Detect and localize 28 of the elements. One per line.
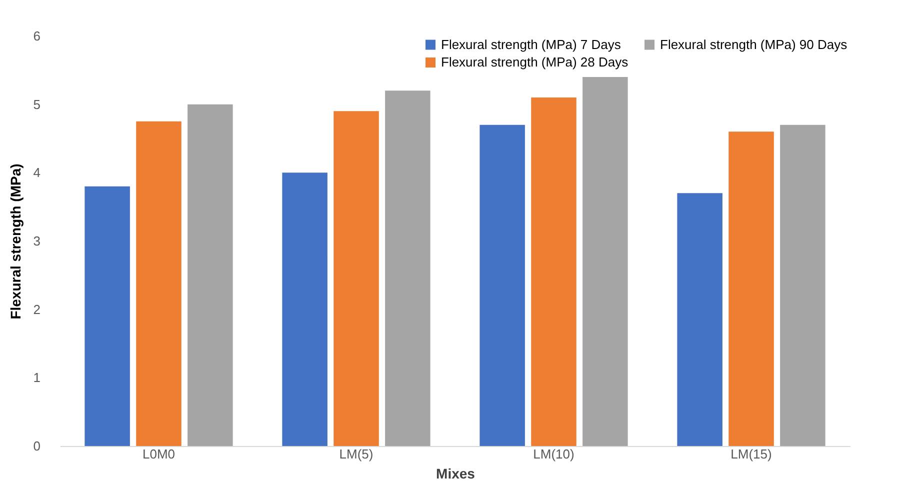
bar bbox=[531, 98, 576, 446]
legend-label: Flexural strength (MPa) 90 Days bbox=[660, 36, 848, 52]
x-tick-label: LM(15) bbox=[730, 446, 772, 462]
legend-label: Flexural strength (MPa) 28 Days bbox=[441, 54, 629, 70]
bar bbox=[480, 124, 525, 446]
bar bbox=[582, 77, 628, 446]
y-axis-title: Flexural strength (MPa) bbox=[7, 164, 24, 320]
bar bbox=[780, 124, 826, 446]
bar bbox=[334, 111, 379, 446]
y-tick-label: 1 bbox=[33, 370, 40, 386]
x-axis-title: Mixes bbox=[436, 466, 476, 482]
x-tick-label: LM(10) bbox=[533, 446, 574, 462]
y-tick-label: 5 bbox=[33, 96, 40, 112]
bar bbox=[282, 172, 328, 446]
bar bbox=[385, 90, 430, 446]
bar bbox=[84, 186, 130, 446]
y-tick-label: 6 bbox=[33, 28, 40, 44]
bar bbox=[188, 104, 233, 446]
x-tick-label: LM(5) bbox=[339, 446, 374, 462]
bar bbox=[728, 132, 774, 446]
legend-label: Flexural strength (MPa) 7 Days bbox=[441, 36, 622, 52]
bar bbox=[677, 193, 722, 446]
y-tick-label: 3 bbox=[33, 234, 40, 248]
y-tick-label: 0 bbox=[33, 438, 40, 454]
bar bbox=[136, 121, 182, 446]
y-tick-label: 2 bbox=[33, 302, 40, 317]
y-tick-label: 4 bbox=[33, 165, 40, 180]
x-tick-label: L0M0 bbox=[142, 446, 176, 462]
